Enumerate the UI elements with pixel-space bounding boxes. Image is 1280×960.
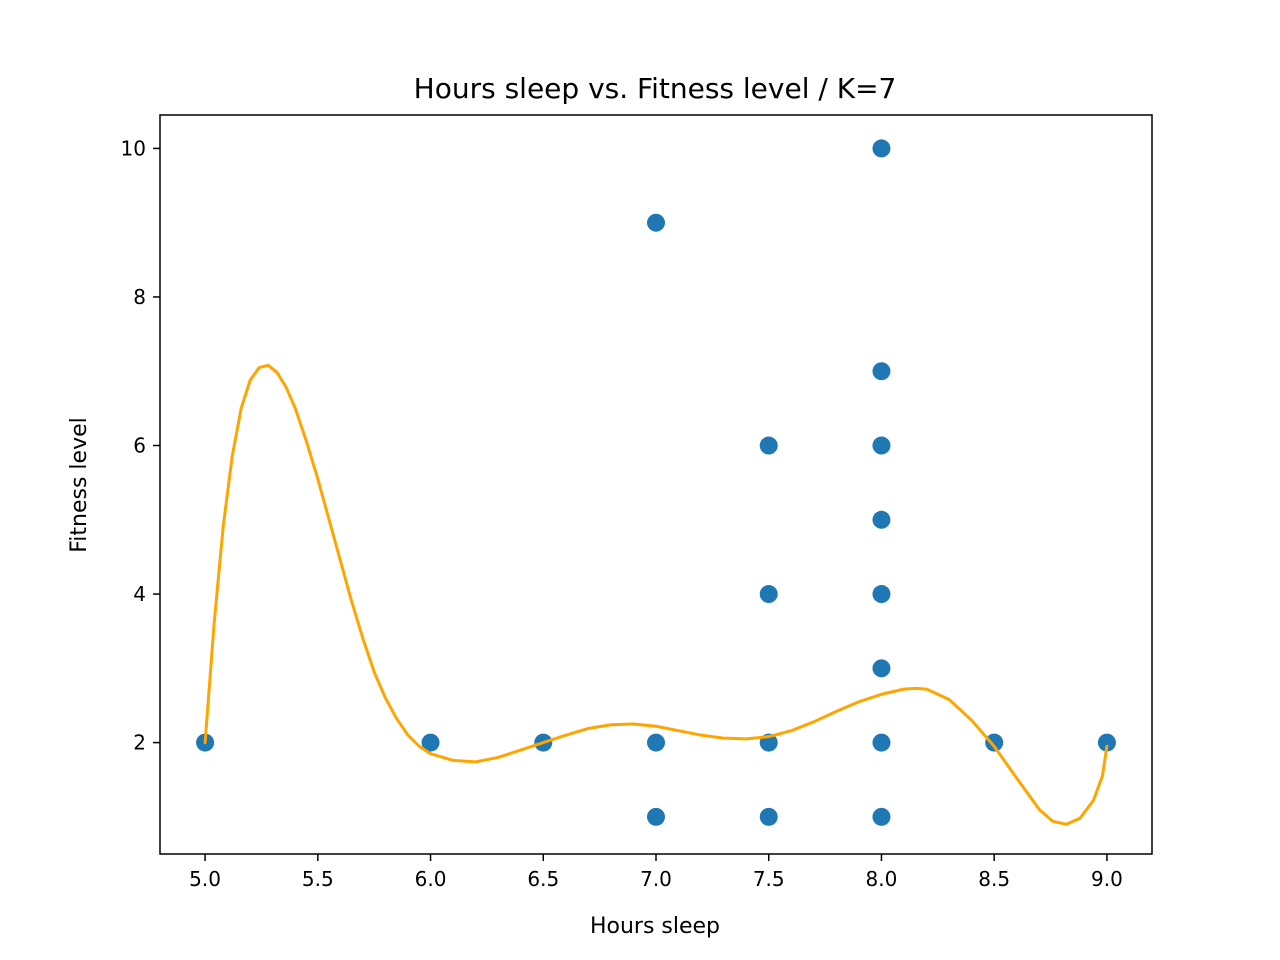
y-tick-label: 2 — [133, 731, 146, 755]
scatter-point — [421, 733, 440, 752]
x-axis-label: Hours sleep — [590, 914, 720, 939]
scatter-point — [647, 213, 665, 232]
y-tick-label: 10 — [121, 136, 146, 160]
scatter-point — [872, 139, 891, 158]
x-tick-label: 5.0 — [189, 867, 221, 891]
x-tick-label: 8.5 — [978, 867, 1010, 891]
x-tick-label: 9.0 — [1091, 867, 1123, 891]
scatter-point — [985, 733, 1004, 752]
x-tick-label: 5.5 — [302, 867, 334, 891]
scatter-point — [872, 510, 891, 529]
scatter-point — [872, 807, 891, 826]
x-tick-label: 8.0 — [866, 867, 898, 891]
scatter-point — [759, 436, 778, 455]
y-tick-label: 6 — [133, 434, 146, 458]
y-tick-label: 8 — [133, 285, 146, 309]
scatter-point — [759, 807, 778, 826]
fit-curve-line — [203, 363, 1109, 826]
scatter-point — [1097, 733, 1116, 752]
plot-area — [196, 139, 1116, 826]
scatter-point — [872, 659, 891, 678]
x-tick-label: 7.0 — [640, 867, 672, 891]
x-tick-label: 7.5 — [753, 867, 785, 891]
scatter-point — [872, 436, 891, 455]
x-tick-label: 6.0 — [415, 867, 447, 891]
scatter-point — [872, 585, 891, 604]
scatter-point — [647, 733, 665, 752]
chart-title: Hours sleep vs. Fitness level / K=7 — [414, 72, 897, 105]
y-axis-label: Fitness level — [67, 417, 92, 553]
scatter-point — [872, 362, 891, 381]
axis-ticks: 5.0 5.5 6.0 6.5 7.0 7.5 8.0 8.5 9.0 2 4 6 8 10 — [121, 136, 1123, 891]
x-tick-label: 6.5 — [527, 867, 559, 891]
y-tick-label: 4 — [133, 582, 146, 606]
scatter-point — [647, 807, 665, 826]
scatter-point — [759, 585, 778, 604]
scatter-point — [872, 733, 891, 752]
